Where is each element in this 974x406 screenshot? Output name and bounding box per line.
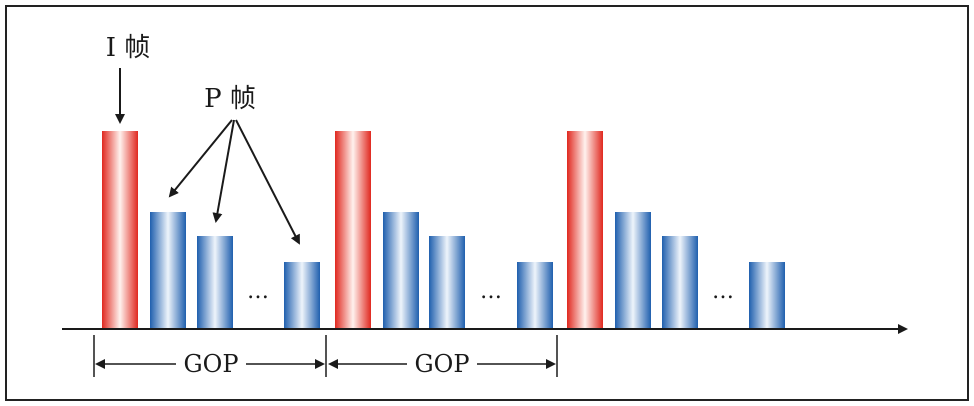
p-frame-label: P 帧 [204,84,256,114]
ellipsis-1: … [247,279,269,304]
gop-label-1: GOP [184,350,239,378]
p-frame-bar-1b [197,236,233,329]
p-frame-bar-3c [749,262,785,329]
p-frame-arrow-2 [212,119,235,223]
p-frame-bar-1a [150,212,186,329]
p-frame-bar-3a [615,212,651,329]
p-frame-bar-2b [429,236,465,329]
p-frame-bar-1c [284,262,320,329]
frame-bars [102,131,785,329]
i-frame-label: I 帧 [106,33,151,63]
p-frame-bar-2c [517,262,553,329]
gop-label-2: GOP [415,350,470,378]
p-frame-arrows [168,119,300,245]
gop-bracket-2: GOP [328,335,558,378]
p-frame-arrow-3 [235,119,300,245]
p-frame-bar-3b [662,236,698,329]
outer-border [5,5,969,401]
i-frame-bar-2 [335,131,371,329]
p-frame-arrow-1 [168,119,233,198]
p-frame-bar-2a [383,212,419,329]
i-frame-bar-3 [567,131,603,329]
ellipsis-3: … [712,279,734,304]
i-frame-bar-1 [102,131,138,329]
ellipsis-2: … [480,279,502,304]
gop-bracket-1: GOP [93,335,327,378]
